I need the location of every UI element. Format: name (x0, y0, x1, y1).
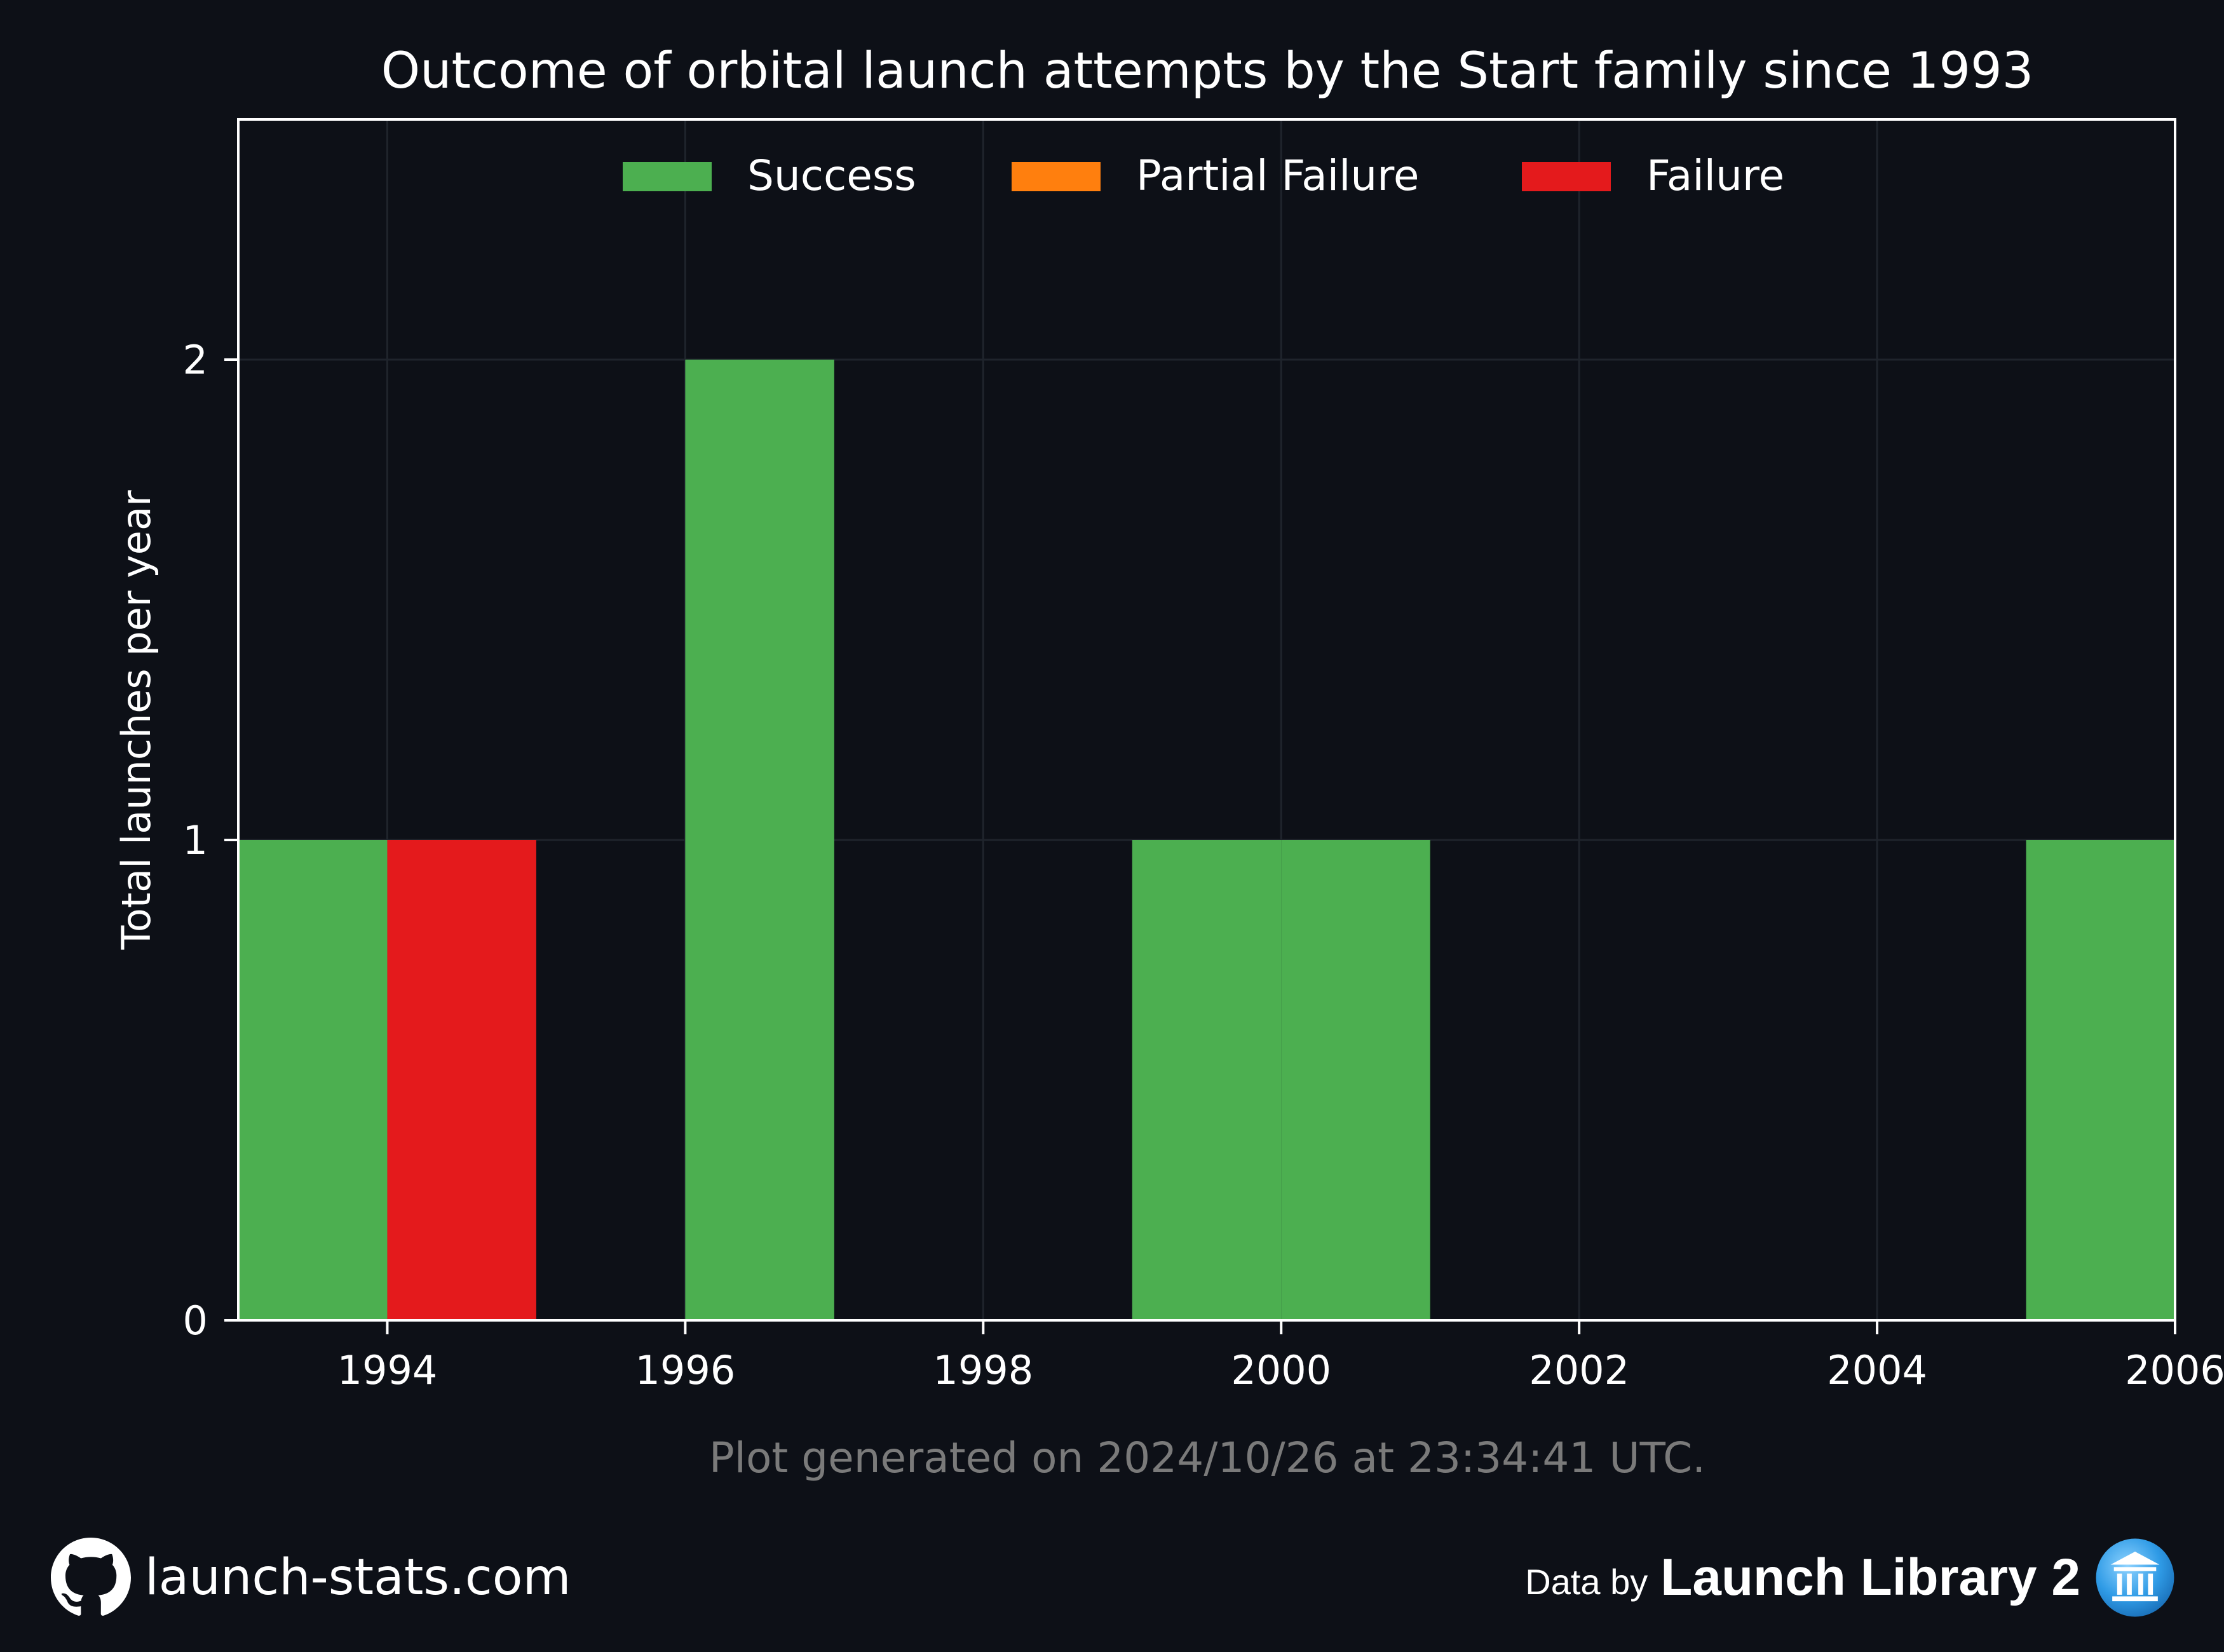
plot-frame (237, 118, 2176, 1322)
launch-library-logo-icon (2096, 1538, 2174, 1616)
legend-label-failure: Failure (1646, 151, 1784, 200)
legend: Success Partial Failure Failure (623, 151, 1784, 200)
x-tick-label-2000: 2000 (1231, 1347, 1331, 1393)
data-by-label: Data by (1525, 1562, 1648, 1602)
y-axis-ticks: 0 1 2 (183, 337, 238, 1344)
x-tick-label-1996: 1996 (635, 1347, 735, 1393)
y-tick-label-0: 0 (183, 1297, 208, 1344)
chart-title: Outcome of orbital launch attempts by th… (381, 43, 2034, 100)
legend-label-success: Success (747, 151, 916, 200)
bar-success-2000 (1132, 840, 1282, 1320)
bar-success-1997 (685, 360, 834, 1320)
plot-caption: Plot generated on 2024/10/26 at 23:34:41… (709, 1433, 1705, 1482)
github-icon (51, 1537, 131, 1616)
bars (238, 360, 2175, 1320)
x-tick-label-2004: 2004 (1827, 1347, 1927, 1393)
legend-label-partial-failure: Partial Failure (1136, 151, 1420, 200)
x-axis-ticks: 1994 1996 1998 2000 2002 2004 2006 (337, 1320, 2224, 1393)
footer-data-source: Data by Launch Library 2 (1525, 1534, 2176, 1620)
x-tick-label-2002: 2002 (1529, 1347, 1629, 1393)
footer-site: launch-stats.com (51, 1534, 571, 1620)
bar-success-2001 (1281, 840, 1430, 1320)
legend-swatch-success (623, 162, 712, 191)
bar-failure-1995 (387, 840, 536, 1320)
x-tick-label-1994: 1994 (337, 1347, 438, 1393)
y-tick-label-1: 1 (183, 817, 208, 863)
legend-swatch-partial-failure (1012, 162, 1101, 191)
site-name: launch-stats.com (145, 1548, 571, 1606)
data-source-name: Launch Library 2 (1660, 1548, 2080, 1606)
bar-success-2006 (2026, 840, 2175, 1320)
y-axis-label: Total launches per year (113, 490, 159, 950)
bar-success-1994 (238, 840, 388, 1320)
y-tick-label-2: 2 (183, 337, 208, 383)
x-tick-label-1998: 1998 (933, 1347, 1033, 1393)
legend-swatch-failure (1522, 162, 1611, 191)
x-tick-label-2006: 2006 (2125, 1347, 2224, 1393)
